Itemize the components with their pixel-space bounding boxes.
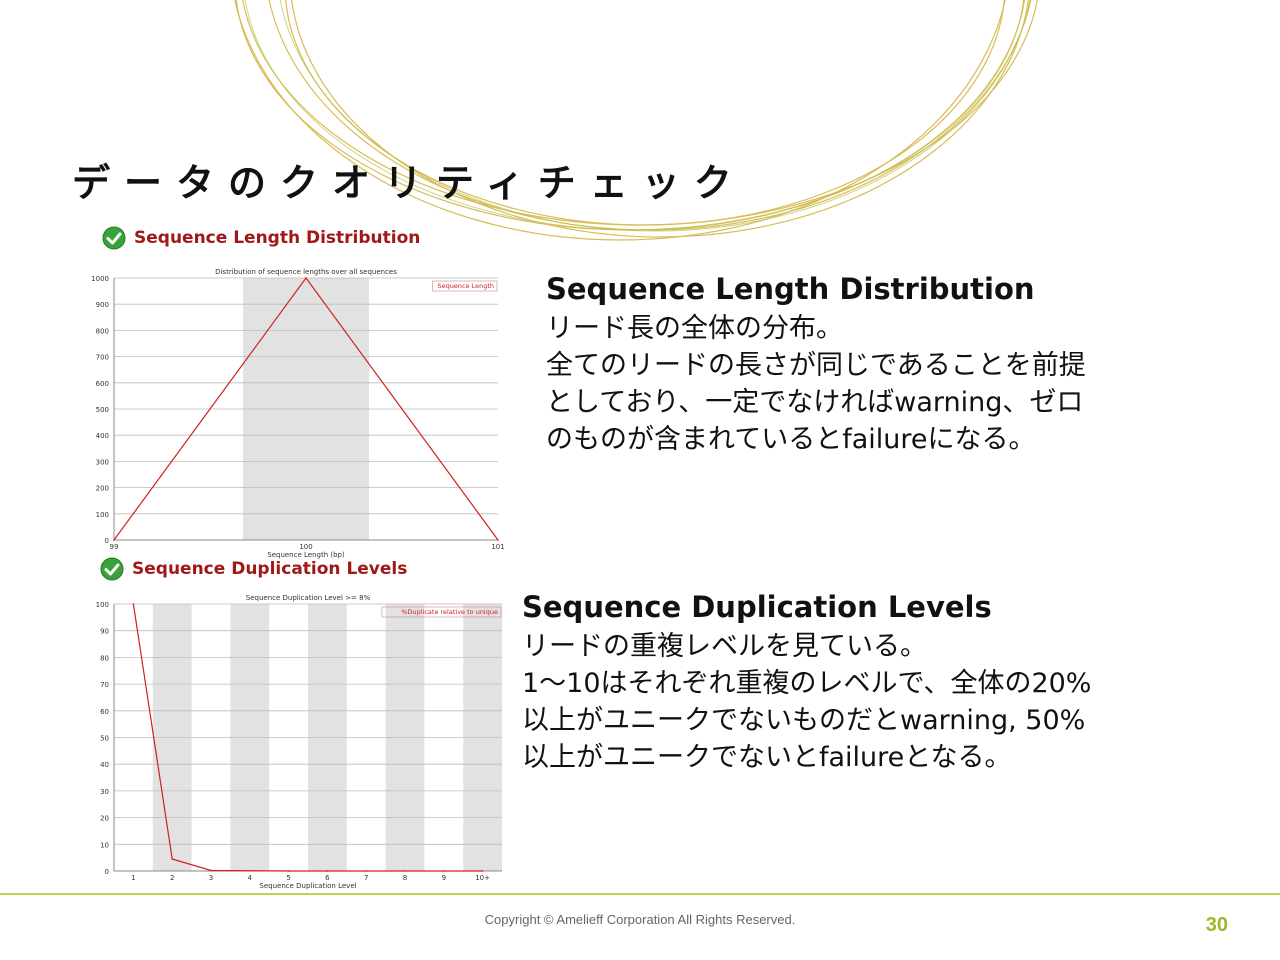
duplication-line-2: 1～10はそれぞれ重複のレベルで、全体の20%	[522, 668, 1092, 699]
data-point	[497, 539, 499, 541]
x-tick-label: 4	[248, 874, 253, 882]
x-tick-label: 9	[442, 874, 446, 882]
duplication-line-1: リードの重複レベルを見ている。	[522, 631, 927, 662]
x-tick-label: 3	[209, 874, 213, 882]
y-tick-label: 70	[100, 681, 109, 689]
length-line-3: としており、一定でなければwarning、ゼロ	[546, 387, 1084, 418]
check-icon	[102, 226, 126, 250]
duplication-heading: Sequence Duplication Levels	[522, 590, 992, 624]
x-tick-label: 101	[491, 543, 504, 551]
x-tick-label: 7	[364, 874, 368, 882]
section-header-label: Sequence Duplication Levels	[132, 559, 408, 579]
x-axis-label: Sequence Duplication Level	[259, 882, 356, 890]
data-point	[443, 870, 445, 872]
length-line-2: 全てのリードの長さが同じであることを前提	[546, 350, 1086, 381]
data-point	[210, 869, 212, 872]
length-distribution-plot: 0 100 200 300 400 500 600 700 800 900 1000 99 100 101…	[91, 268, 504, 559]
series-line	[132, 603, 483, 872]
duplication-levels-plot: 0 10 20 30 40 50 60 70 80 90 100 1 2 3 4 5 6 7 8 9 10+ Sequen…	[96, 594, 502, 890]
x-tick-label: 100	[299, 543, 312, 551]
y-tick-label: 0	[105, 537, 109, 545]
x-tick-label: 6	[325, 874, 330, 882]
duplication-description: Sequence Duplication Levels リードの重複レベルを見て…	[522, 590, 1091, 776]
legend-box	[381, 606, 502, 618]
data-point	[287, 870, 290, 872]
data-point	[365, 870, 368, 872]
y-tick-label: 200	[96, 485, 109, 493]
copyright: Copyright © Amelieff Corporation All Rig…	[484, 912, 796, 927]
x-tick-label: 10+	[475, 874, 490, 882]
data-point	[132, 603, 135, 605]
x-tick-label: 8	[403, 874, 407, 882]
y-tick-label: 80	[100, 654, 109, 662]
y-tick-label: 1000	[91, 275, 109, 283]
slide-title: データのクオリティチェック	[72, 161, 746, 205]
y-tick-label: 300	[96, 458, 109, 466]
y-tick-label: 10	[100, 841, 109, 849]
data-point	[249, 869, 251, 872]
y-tick-label: 900	[96, 301, 109, 309]
x-axis-label: Sequence Length (bp)	[267, 551, 345, 559]
data-point	[481, 870, 484, 872]
y-tick-label: 100	[96, 601, 109, 609]
section-header-label: Sequence Length Distribution	[134, 228, 421, 248]
y-tick-label: 90	[100, 628, 109, 636]
data-point	[305, 277, 307, 279]
length-description: Sequence Length Distribution リード長の全体の分布。…	[546, 272, 1086, 458]
y-tick-label: 30	[100, 788, 109, 796]
check-icon	[100, 557, 124, 581]
duplication-levels-chart: 0 10 20 30 40 50 60 70 80 90 100 1 2 3 4 5 6 7 8 9 10+ Sequen…	[84, 590, 508, 892]
y-tick-label: 800	[96, 327, 109, 335]
section-header-length: Sequence Length Distribution	[102, 226, 420, 250]
y-tick-label: 700	[96, 354, 109, 362]
x-tick-label: 99	[110, 543, 119, 551]
chart-title: Sequence Duplication Level >= 8%	[246, 594, 371, 602]
decorative-rings	[234, 0, 1038, 241]
footer-divider	[0, 893, 1280, 895]
x-tick-label: 5	[286, 874, 290, 882]
x-tick-label: 2	[170, 874, 174, 882]
y-tick-label: 0	[105, 868, 109, 876]
y-tick-label: 40	[100, 761, 109, 769]
y-tick-label: 50	[100, 735, 109, 743]
data-point	[404, 870, 406, 872]
length-heading: Sequence Length Distribution	[546, 272, 1035, 306]
y-tick-label: 500	[96, 406, 109, 414]
x-tick-label: 1	[131, 874, 135, 882]
duplication-line-3: 以上がユニークでないものだとwarning, 50%	[522, 705, 1086, 736]
data-point	[113, 539, 115, 541]
duplication-line-4: 以上がユニークでないとfailureとなる。	[522, 742, 1012, 773]
y-tick-label: 400	[96, 432, 109, 440]
chart-title: Distribution of sequence lengths over al…	[215, 268, 397, 276]
legend-label: Sequence Length	[437, 282, 494, 290]
data-point	[326, 870, 329, 872]
section-header-duplication: Sequence Duplication Levels	[100, 557, 407, 581]
y-tick-label: 600	[96, 380, 109, 388]
length-line-4: のものが含まれているとfailureになる。	[546, 424, 1036, 455]
y-tick-label: 20	[100, 815, 109, 823]
y-tick-label: 100	[96, 511, 109, 519]
legend-label: %Duplicate relative to unique	[401, 608, 498, 616]
y-tick-label: 60	[100, 708, 109, 716]
page-number: 30	[1205, 914, 1228, 936]
legend-box	[432, 280, 498, 292]
length-line-1: リード長の全体の分布。	[546, 313, 843, 344]
data-point	[171, 858, 173, 860]
length-distribution-chart: 0 100 200 300 400 500 600 700 800 900 1000 99 100 101…	[84, 262, 504, 560]
